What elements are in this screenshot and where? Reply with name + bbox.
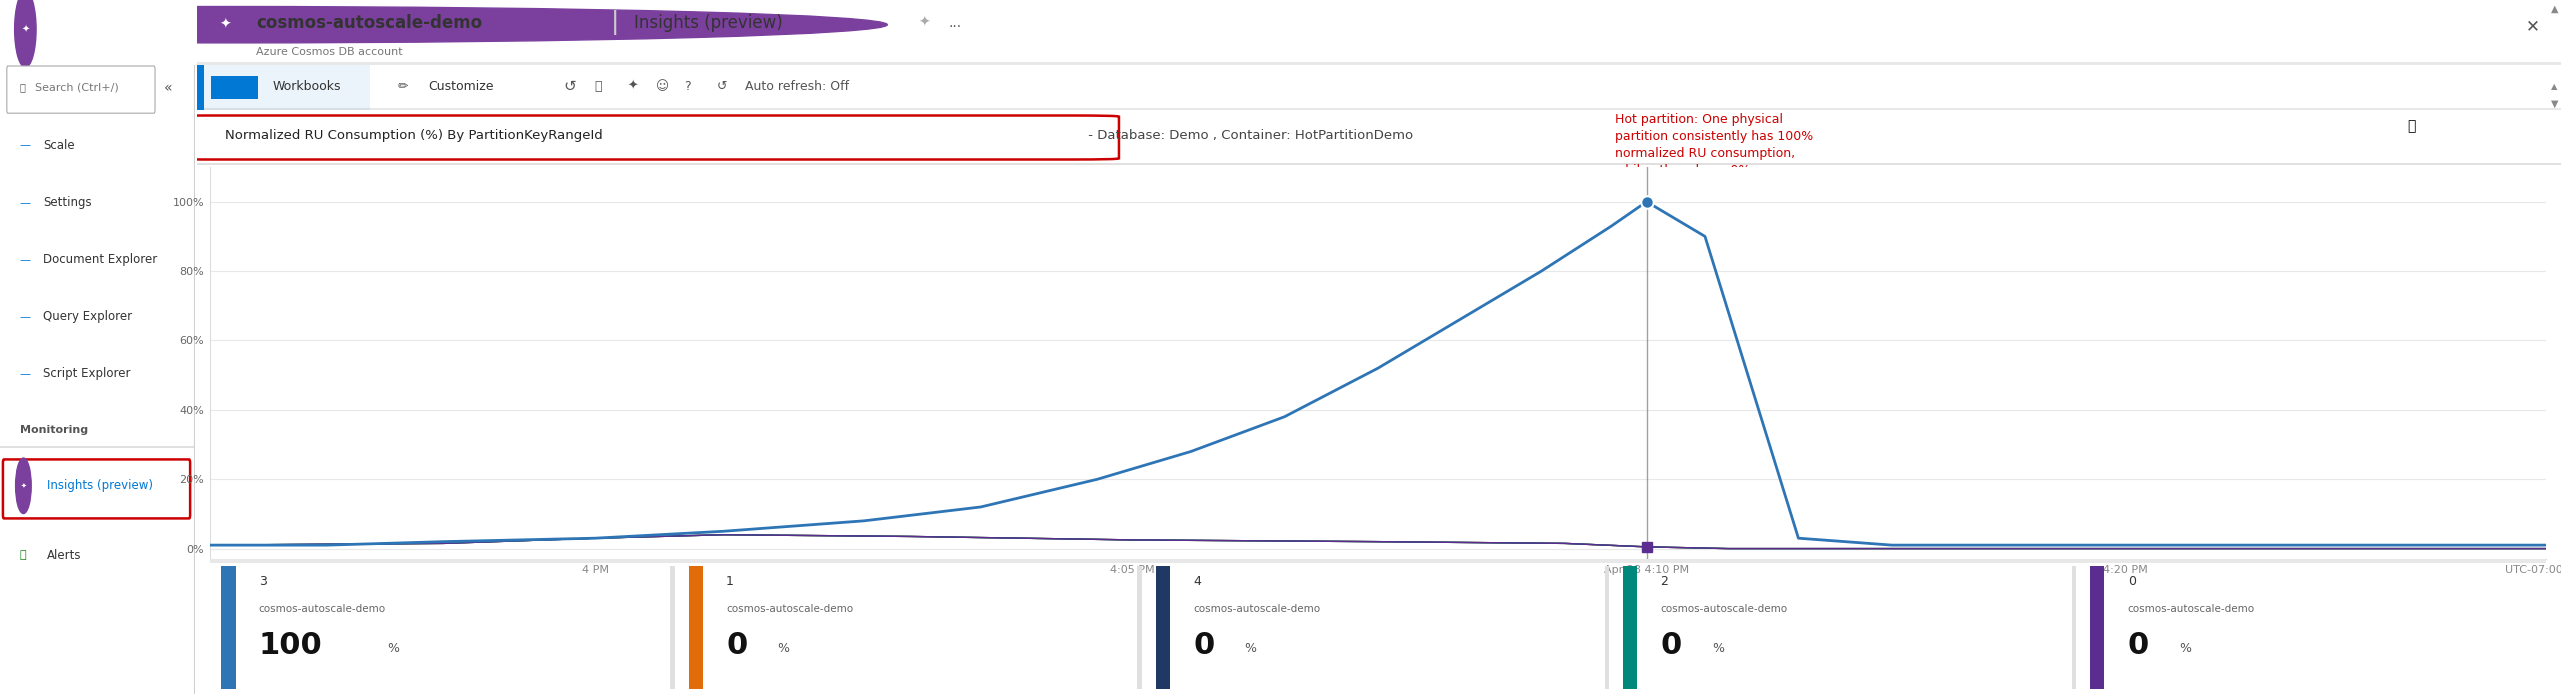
Bar [220,566,236,689]
Text: Settings: Settings [44,196,92,209]
Text: —: — [20,140,31,151]
Text: 0: 0 [727,631,748,659]
Text: Monitoring: Monitoring [20,425,87,435]
Bar [197,65,369,110]
FancyBboxPatch shape [161,115,1119,160]
Text: cosmos-autoscale-demo: cosmos-autoscale-demo [727,604,853,614]
Text: Azure Cosmos DB account: Azure Cosmos DB account [256,47,402,57]
Text: %: % [1245,642,1257,655]
Bar [197,62,2561,65]
Text: Insights (preview): Insights (preview) [635,14,784,32]
Text: 4: 4 [1193,575,1201,588]
Text: %: % [1711,642,1724,655]
Bar [197,163,2561,165]
Text: —: — [20,198,31,208]
Bar [0,0,195,65]
Text: %: % [387,642,400,655]
Bar [1137,566,1142,689]
Text: ✦: ✦ [627,80,638,93]
Text: ✦: ✦ [220,18,230,32]
Bar [1155,566,1170,689]
Bar [2072,566,2077,689]
Text: - Database: Demo , Container: HotPartitionDemo: - Database: Demo , Container: HotPartiti… [1083,129,1414,142]
Text: 🔔: 🔔 [20,550,26,560]
Text: ...: ... [948,16,963,30]
Text: Auto refresh: Off: Auto refresh: Off [745,80,850,93]
Bar [197,108,2561,110]
Bar [210,76,259,99]
Text: ▼: ▼ [2551,99,2558,109]
Text: cosmos-autoscale-demo: cosmos-autoscale-demo [1660,604,1788,614]
Text: 🔍: 🔍 [20,83,26,92]
Text: Search (Ctrl+/): Search (Ctrl+/) [36,83,118,92]
Text: %: % [2179,642,2192,655]
Text: 📌: 📌 [2407,119,2415,133]
Text: ▲: ▲ [2551,82,2556,91]
Text: «: « [164,81,172,94]
Text: Workbooks: Workbooks [271,80,341,93]
Text: 2: 2 [1660,575,1667,588]
Text: |: | [610,10,620,35]
Text: 0: 0 [1193,631,1214,659]
Circle shape [15,0,36,67]
Text: ☺: ☺ [656,80,668,93]
Text: ✕: ✕ [2525,17,2541,35]
Bar [0,446,195,448]
Bar [671,566,674,689]
Text: ✦: ✦ [20,483,26,489]
Text: Scale: Scale [44,139,74,152]
Text: cosmos-autoscale-demo: cosmos-autoscale-demo [256,14,481,32]
Text: ?: ? [684,80,691,93]
Text: 3: 3 [259,575,266,588]
Bar [1606,566,1608,689]
FancyBboxPatch shape [3,459,190,518]
Text: —: — [20,255,31,264]
Text: ✏: ✏ [397,80,407,93]
Text: —: — [20,369,31,379]
Text: cosmos-autoscale-demo: cosmos-autoscale-demo [2128,604,2254,614]
Text: 1: 1 [727,575,735,588]
Text: 0: 0 [2128,631,2149,659]
Text: ✦: ✦ [917,16,930,30]
Text: ✦: ✦ [20,24,28,34]
Text: Normalized RU Consumption (%) By PartitionKeyRangeId: Normalized RU Consumption (%) By Partiti… [225,129,604,142]
Text: 0: 0 [2128,575,2136,588]
Text: ↺: ↺ [563,79,576,94]
Text: Customize: Customize [428,80,494,93]
Circle shape [15,458,31,514]
Text: cosmos-autoscale-demo: cosmos-autoscale-demo [259,604,387,614]
Text: 🔔: 🔔 [594,80,602,93]
Text: 100: 100 [259,631,323,659]
Text: 0: 0 [1660,631,1683,659]
Bar [1624,566,1636,689]
Text: Hot partition: One physical
partition consistently has 100%
normalized RU consum: Hot partition: One physical partition co… [1616,112,1813,177]
Text: —: — [20,312,31,322]
Bar [2090,566,2105,689]
Text: %: % [779,642,789,655]
Text: Document Explorer: Document Explorer [44,253,156,266]
Text: Query Explorer: Query Explorer [44,310,133,323]
Bar [689,566,702,689]
Text: Insights (preview): Insights (preview) [46,480,154,492]
Text: ▲: ▲ [2551,3,2558,13]
Bar [197,65,205,110]
FancyBboxPatch shape [8,66,156,113]
Text: cosmos-autoscale-demo: cosmos-autoscale-demo [1193,604,1321,614]
Text: Script Explorer: Script Explorer [44,367,131,380]
Text: Alerts: Alerts [46,549,82,561]
Bar [210,559,2546,563]
Text: ↺: ↺ [717,80,727,93]
Circle shape [0,6,886,43]
